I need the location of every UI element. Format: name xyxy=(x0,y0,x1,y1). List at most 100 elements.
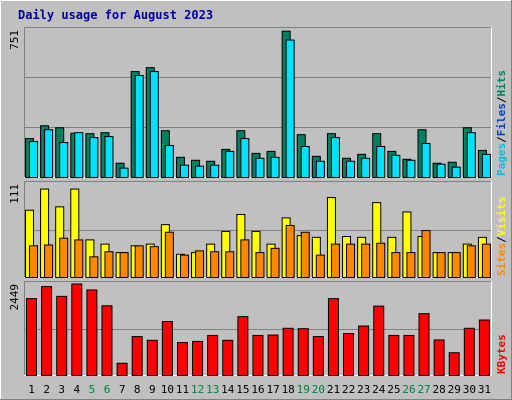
files-bar-18 xyxy=(285,39,295,178)
day-label-24: 24 xyxy=(372,383,386,396)
kbytes-bar-3 xyxy=(56,295,68,377)
day-labels: 1 2 3 4 5 6 7 8 9 10 11 12 13 14 15 16 17 18 19 20 21 22 23 24 2… xyxy=(28,383,491,396)
sites-bar-22 xyxy=(346,243,356,279)
files-bar-6 xyxy=(104,136,114,178)
kbytes-bar-9 xyxy=(146,339,158,376)
bars xyxy=(25,30,491,377)
day-label-17: 17 xyxy=(266,383,279,396)
day-label-30: 30 xyxy=(463,383,476,396)
sites-bar-19 xyxy=(300,231,310,278)
kbytes-bar-27 xyxy=(418,313,430,377)
sites-bar-8 xyxy=(134,245,144,279)
sites-bar-1 xyxy=(29,245,38,279)
kbytes-bar-8 xyxy=(131,336,143,376)
day-label-1: 1 xyxy=(28,383,35,396)
files-bar-4 xyxy=(74,132,84,178)
files-bar-26 xyxy=(406,159,416,178)
legend-2: KBytes xyxy=(495,334,508,374)
day-label-8: 8 xyxy=(134,383,141,396)
sites-bar-29 xyxy=(451,252,461,278)
day-label-12: 12 xyxy=(191,383,204,396)
files-bar-22 xyxy=(346,160,356,179)
day-label-19: 19 xyxy=(297,383,310,396)
day-label-25: 25 xyxy=(387,383,400,396)
files-bar-17 xyxy=(270,156,280,178)
y-max-label-0: 751 xyxy=(8,30,21,50)
day-label-23: 23 xyxy=(357,383,370,396)
day-label-28: 28 xyxy=(433,383,446,396)
day-label-31: 31 xyxy=(478,383,491,396)
day-label-15: 15 xyxy=(236,383,249,396)
kbytes-bar-23 xyxy=(358,325,370,376)
kbytes-bar-12 xyxy=(192,340,204,377)
files-bar-11 xyxy=(179,164,189,179)
kbytes-bar-31 xyxy=(478,319,490,376)
files-bar-10 xyxy=(164,144,174,178)
sites-bar-12 xyxy=(195,250,205,278)
files-bar-1 xyxy=(29,141,38,179)
day-label-5: 5 xyxy=(89,383,96,396)
kbytes-bar-5 xyxy=(86,289,98,376)
sites-bar-27 xyxy=(421,230,431,279)
day-label-10: 10 xyxy=(161,383,174,396)
kbytes-bar-2 xyxy=(41,286,53,376)
files-bar-7 xyxy=(119,167,129,178)
kbytes-bar-30 xyxy=(463,327,475,377)
day-label-18: 18 xyxy=(282,383,295,396)
kbytes-bar-28 xyxy=(433,339,445,377)
chart-title: Daily usage for August 2023 xyxy=(18,8,213,22)
kbytes-bar-1 xyxy=(26,298,37,376)
day-label-21: 21 xyxy=(327,383,340,396)
files-bar-15 xyxy=(240,138,250,179)
kbytes-bar-21 xyxy=(327,298,339,376)
kbytes-bar-16 xyxy=(252,334,264,377)
sites-bar-10 xyxy=(164,231,174,278)
files-bar-30 xyxy=(466,132,476,178)
files-bar-13 xyxy=(210,164,220,179)
files-bar-16 xyxy=(255,157,265,178)
legend-0-item-1: / xyxy=(495,136,508,143)
files-bar-12 xyxy=(195,165,205,178)
files-bar-31 xyxy=(481,153,491,178)
sites-bar-14 xyxy=(225,251,235,278)
kbytes-bar-15 xyxy=(237,316,249,377)
kbytes-bar-11 xyxy=(176,342,188,377)
sites-bar-15 xyxy=(240,239,250,278)
sites-bar-20 xyxy=(315,254,325,278)
sites-bar-7 xyxy=(119,252,129,278)
kbytes-bar-10 xyxy=(161,321,173,376)
sites-bar-28 xyxy=(436,252,446,278)
files-bar-20 xyxy=(315,160,325,179)
files-bar-23 xyxy=(361,157,371,178)
day-label-13: 13 xyxy=(206,383,219,396)
sites-bar-31 xyxy=(481,243,491,279)
day-label-2: 2 xyxy=(43,383,50,396)
files-bar-29 xyxy=(451,166,461,178)
day-label-27: 27 xyxy=(417,383,430,396)
legend-0-item-3: / xyxy=(495,96,508,103)
legend-0-item-4: Hits xyxy=(495,70,508,97)
kbytes-bar-14 xyxy=(222,339,234,376)
files-bar-3 xyxy=(59,142,69,178)
sites-bar-26 xyxy=(406,252,416,278)
day-label-6: 6 xyxy=(104,383,111,396)
kbytes-bar-19 xyxy=(297,328,309,376)
legend-1-item-2: Visits xyxy=(495,197,508,237)
sites-bar-5 xyxy=(89,256,99,278)
sites-bar-25 xyxy=(391,252,401,278)
sites-bar-11 xyxy=(179,254,189,278)
kbytes-bar-4 xyxy=(71,283,83,376)
kbytes-bar-26 xyxy=(403,334,415,377)
kbytes-bar-13 xyxy=(207,334,219,377)
kbytes-bar-22 xyxy=(343,333,355,376)
files-bar-19 xyxy=(300,145,310,178)
day-label-11: 11 xyxy=(176,383,189,396)
day-label-4: 4 xyxy=(74,383,81,396)
files-bar-24 xyxy=(376,145,386,178)
files-bar-28 xyxy=(436,163,446,179)
files-bar-27 xyxy=(421,143,431,178)
y-max-label-2: 2449 xyxy=(8,284,21,311)
sites-bar-16 xyxy=(255,252,265,278)
y-max-label-1: 111 xyxy=(8,184,21,204)
